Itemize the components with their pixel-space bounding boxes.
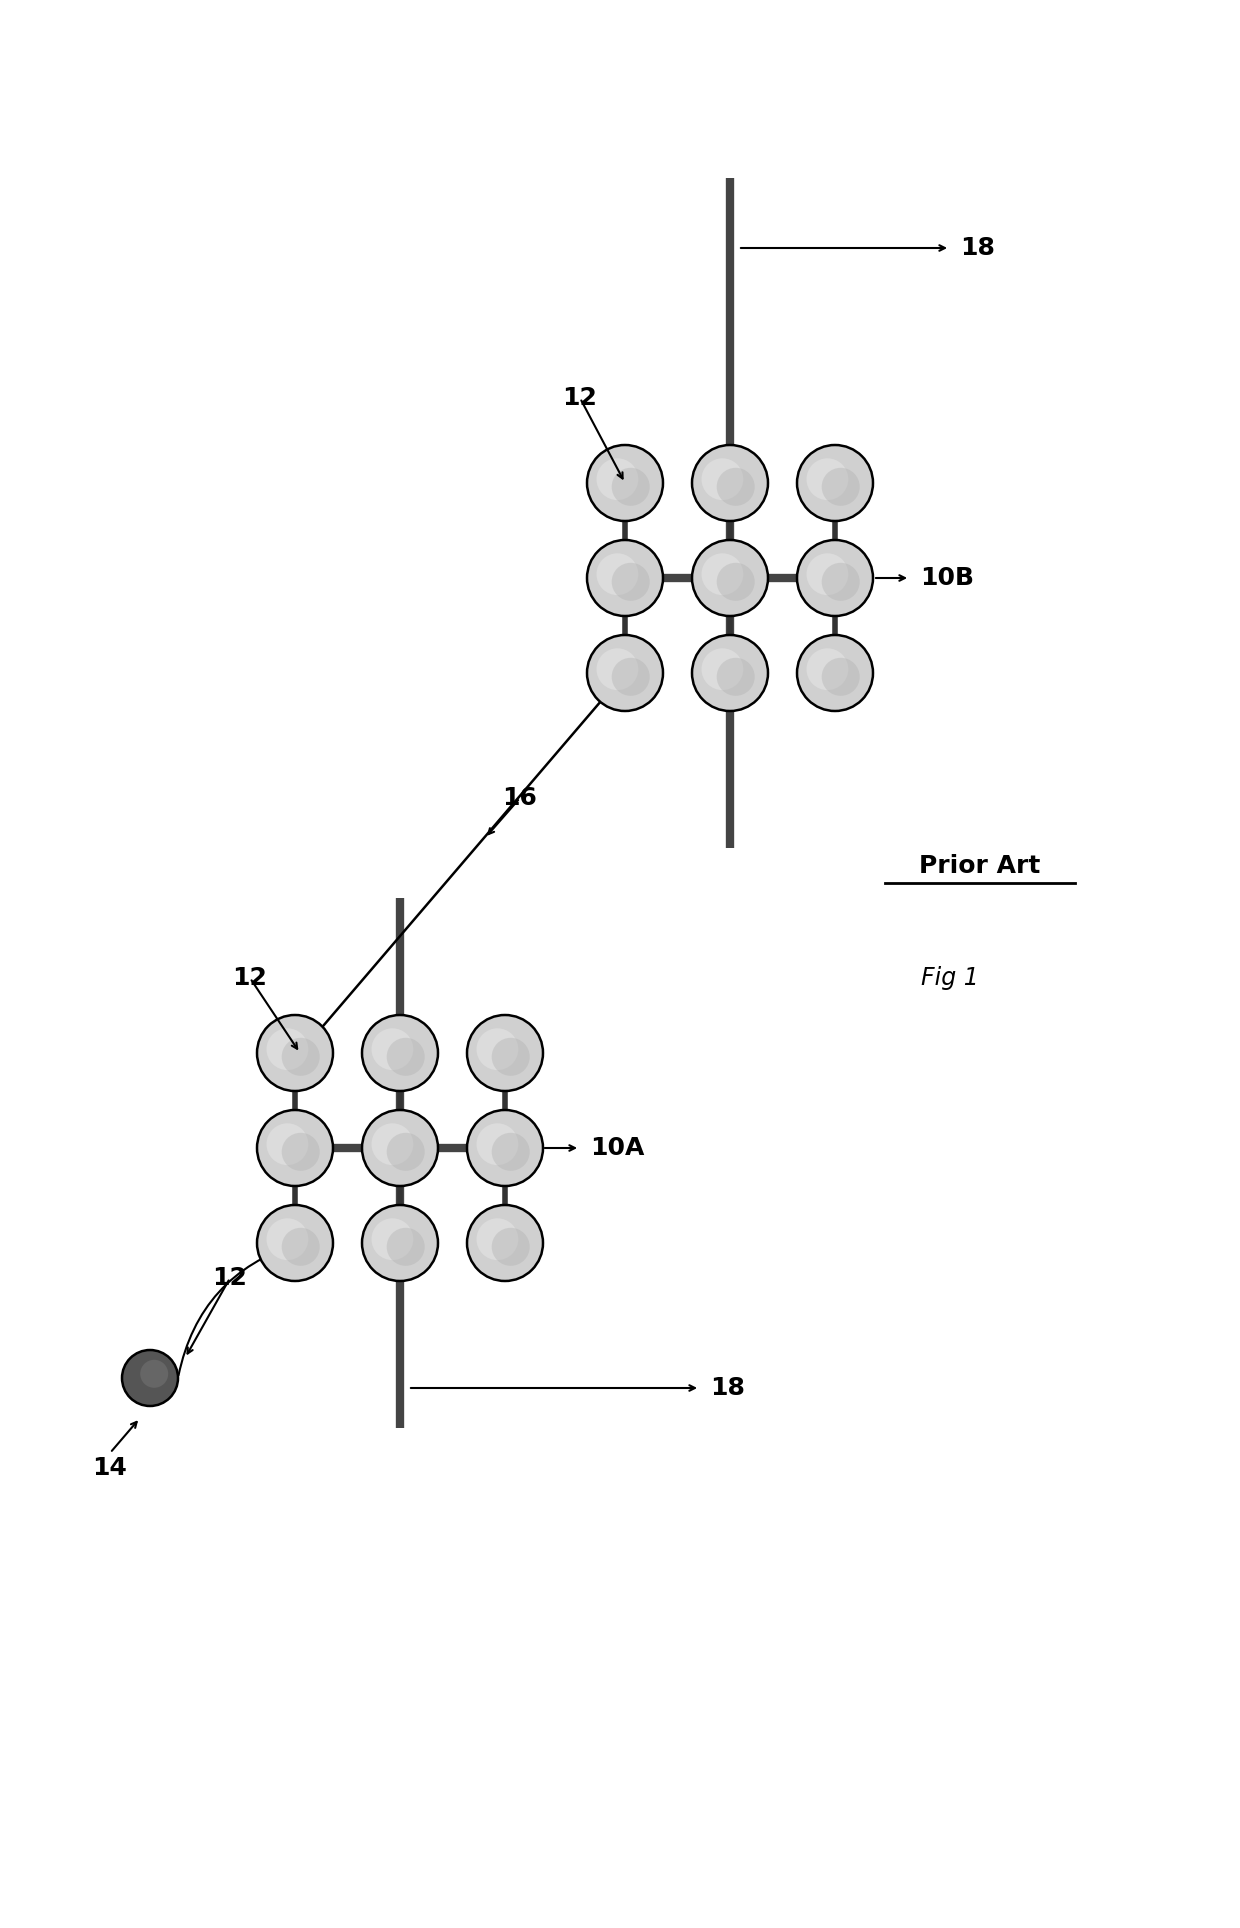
Circle shape (267, 1028, 309, 1070)
Circle shape (387, 1134, 424, 1170)
Circle shape (372, 1124, 413, 1165)
Circle shape (797, 634, 873, 711)
Circle shape (372, 1218, 413, 1261)
Circle shape (492, 1228, 529, 1267)
Circle shape (362, 1111, 438, 1186)
Circle shape (611, 469, 650, 505)
Circle shape (822, 563, 859, 602)
Circle shape (140, 1359, 169, 1388)
Circle shape (587, 634, 663, 711)
Text: 12: 12 (212, 1267, 248, 1290)
Text: 10A: 10A (590, 1136, 645, 1161)
Circle shape (362, 1205, 438, 1280)
Circle shape (702, 648, 743, 690)
Circle shape (692, 540, 768, 617)
Circle shape (387, 1228, 424, 1267)
Circle shape (267, 1218, 309, 1261)
Circle shape (281, 1228, 320, 1267)
Circle shape (611, 563, 650, 602)
Circle shape (257, 1205, 334, 1280)
Circle shape (281, 1134, 320, 1170)
Text: 10B: 10B (920, 567, 973, 590)
Circle shape (806, 553, 848, 596)
Text: 18: 18 (960, 235, 994, 260)
Circle shape (596, 459, 639, 499)
Circle shape (806, 459, 848, 499)
Circle shape (702, 459, 743, 499)
Circle shape (492, 1134, 529, 1170)
Circle shape (797, 540, 873, 617)
Circle shape (467, 1014, 543, 1091)
Circle shape (717, 563, 755, 602)
Circle shape (372, 1028, 413, 1070)
Circle shape (257, 1111, 334, 1186)
Text: 14: 14 (93, 1456, 128, 1481)
Circle shape (587, 540, 663, 617)
Circle shape (476, 1218, 518, 1261)
Circle shape (257, 1014, 334, 1091)
Circle shape (476, 1028, 518, 1070)
Circle shape (797, 445, 873, 521)
Circle shape (692, 634, 768, 711)
Circle shape (822, 657, 859, 696)
Circle shape (467, 1111, 543, 1186)
Circle shape (492, 1037, 529, 1076)
Circle shape (362, 1014, 438, 1091)
Circle shape (822, 469, 859, 505)
Circle shape (596, 553, 639, 596)
Text: 12: 12 (563, 386, 598, 411)
Circle shape (587, 445, 663, 521)
Text: 12: 12 (233, 966, 268, 989)
Circle shape (806, 648, 848, 690)
Circle shape (692, 445, 768, 521)
Text: 16: 16 (502, 787, 537, 810)
Text: 18: 18 (711, 1377, 745, 1400)
Circle shape (596, 648, 639, 690)
Circle shape (387, 1037, 424, 1076)
Circle shape (476, 1124, 518, 1165)
Circle shape (717, 657, 755, 696)
Circle shape (467, 1205, 543, 1280)
Text: Prior Art: Prior Art (919, 854, 1040, 877)
Circle shape (122, 1350, 179, 1406)
Circle shape (702, 553, 743, 596)
Circle shape (281, 1037, 320, 1076)
Circle shape (267, 1124, 309, 1165)
Circle shape (611, 657, 650, 696)
Text: Fig 1: Fig 1 (921, 966, 978, 989)
Circle shape (717, 469, 755, 505)
